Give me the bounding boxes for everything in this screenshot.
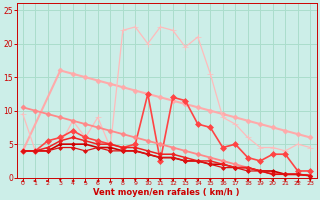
X-axis label: Vent moyen/en rafales ( km/h ): Vent moyen/en rafales ( km/h ) [93, 188, 240, 197]
